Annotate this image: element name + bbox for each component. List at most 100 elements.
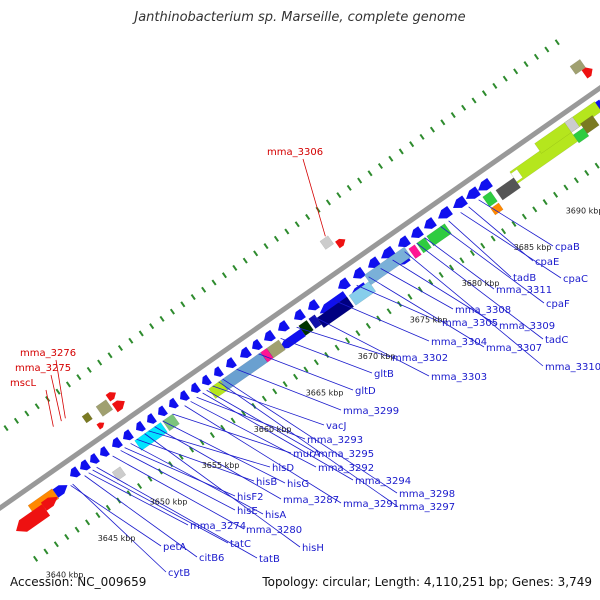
tick-mark (74, 526, 80, 533)
gene-label: gltD (355, 386, 376, 397)
gene-label: mma_3307 (486, 343, 542, 354)
gene-label: mma_3287 (283, 495, 339, 506)
tick-mark (345, 337, 351, 344)
gene-arrow-red (40, 496, 58, 511)
forward-strand-genes (81, 58, 593, 430)
gene-label-hypothetical: mma_3306 (267, 147, 323, 158)
gene-arrow (100, 446, 110, 457)
gene-arrow-red (335, 238, 346, 249)
tick-mark (336, 192, 342, 199)
gene-label: hisH (302, 543, 324, 554)
tick-mark (313, 359, 319, 366)
leader-line (130, 443, 264, 515)
gene-label: mma_3274 (190, 521, 246, 532)
kbp-tick-label: 3685 kbp (514, 243, 552, 252)
tick-mark (64, 533, 70, 540)
gene-label: mma_3299 (343, 406, 399, 417)
tick-mark (480, 242, 486, 249)
gene-label-hypothetical: mma_3275 (15, 363, 71, 374)
inner-tick-track (33, 162, 600, 562)
tick-mark (53, 541, 59, 548)
tick-mark (355, 330, 361, 337)
tick-mark (533, 53, 539, 60)
tick-mark (220, 424, 226, 431)
gene-arrow (319, 291, 349, 314)
gene-arrow (411, 226, 424, 238)
leader-line (124, 447, 236, 497)
gene-arrow (169, 397, 179, 409)
kbp-scale: 3640 kbp 3645 kbp 3650 kbp 3655 kbp 3660 kbp… (46, 206, 600, 579)
tick-mark (230, 417, 236, 424)
leader-line (112, 455, 245, 530)
tick-mark (253, 250, 259, 257)
gene-block-orange (490, 202, 504, 216)
tick-mark (502, 75, 508, 82)
gene-block-gray (495, 177, 521, 201)
tick-mark (594, 162, 600, 169)
gene-arrow (252, 338, 263, 350)
tick-mark (511, 220, 517, 227)
tick-mark (544, 46, 550, 53)
gene-label: mma_3280 (246, 525, 302, 536)
leader-line (392, 259, 498, 326)
gene-label: mma_3293 (307, 435, 363, 446)
kbp-tick-label: 3660 kbp (254, 425, 292, 434)
tick-mark (55, 388, 61, 395)
tick-mark (523, 61, 529, 68)
leader-line (50, 374, 62, 422)
gene-label: mma_3302 (392, 353, 448, 364)
tick-mark (481, 90, 487, 97)
gene-arrow (308, 299, 320, 311)
gene-arrow (226, 357, 237, 369)
kbp-tick-label: 3680 kbp (462, 279, 500, 288)
kbp-tick-label: 3670 kbp (358, 352, 396, 361)
leader-line (72, 483, 167, 573)
gene-arrow (90, 453, 100, 464)
gene-arrow (202, 374, 212, 386)
gene-block (572, 127, 590, 144)
tick-mark (398, 148, 404, 155)
leader-line (280, 338, 373, 374)
tick-mark (501, 228, 507, 235)
gene-arrow (398, 235, 411, 248)
tick-mark (107, 352, 113, 359)
tick-mark (242, 257, 248, 264)
tick-mark (365, 322, 371, 329)
tick-mark (137, 482, 143, 490)
tick-mark (293, 373, 299, 380)
gene-arrow (80, 459, 91, 471)
kbp-tick-label: 3665 kbp (306, 388, 344, 397)
tick-mark (334, 344, 340, 351)
leader-line (302, 158, 326, 237)
leader-line (88, 472, 189, 526)
gene-label: tadB (513, 273, 536, 284)
gene-block (534, 101, 600, 154)
leader-line (196, 396, 306, 440)
tick-mark (43, 548, 49, 555)
leader-line (460, 212, 562, 279)
tick-mark (294, 221, 300, 228)
gene-label: tatB (259, 554, 280, 565)
gene-label: vacJ (326, 421, 347, 432)
tick-mark (367, 170, 373, 177)
kbp-tick-label: 3690 kbp (566, 206, 600, 215)
leader-line (404, 251, 544, 367)
leader-line (236, 368, 342, 411)
gene-label: citB6 (199, 553, 224, 564)
tick-mark (117, 344, 123, 352)
gene-label: hisD (272, 463, 294, 474)
kbp-tick-label: 3645 kbp (98, 534, 136, 543)
tick-mark (263, 243, 269, 250)
gene-label: mma_3310 (545, 362, 600, 373)
gene-arrow (52, 485, 68, 498)
tick-mark (282, 381, 288, 388)
leader-line (334, 300, 430, 342)
gene-arrow-red (111, 400, 125, 413)
leader-line (440, 226, 545, 304)
gene-arrow-red (581, 67, 593, 79)
gene-label: mma_3309 (499, 321, 555, 332)
gene-label: mma_3295 (318, 449, 374, 460)
tick-mark (532, 206, 538, 213)
leader-line (84, 475, 198, 558)
